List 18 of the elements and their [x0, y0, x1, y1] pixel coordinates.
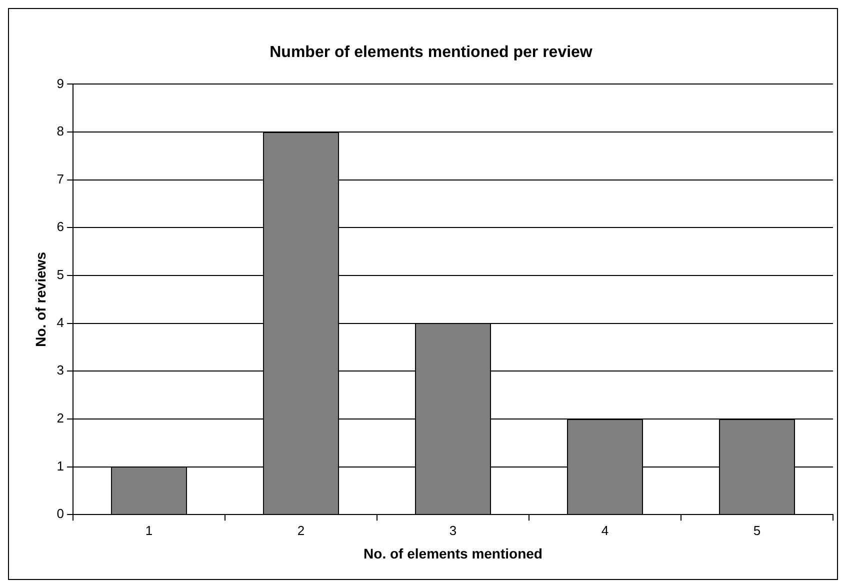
y-tick-label: 6: [56, 219, 64, 234]
y-tick-label: 4: [56, 314, 64, 330]
y-axis-title: No. of reviews: [32, 252, 48, 347]
x-tick-label: 4: [601, 522, 609, 538]
y-tick-label: 1: [56, 458, 64, 474]
y-tick-label: 7: [56, 171, 64, 186]
x-axis-title: No. of elements mentioned: [364, 545, 542, 562]
x-tick-label: 3: [449, 522, 457, 538]
y-tick-label: 8: [56, 124, 64, 139]
y-tick-label: 9: [56, 76, 64, 91]
x-tick-label: 2: [297, 522, 305, 538]
x-tick-label: 5: [753, 522, 761, 538]
x-tick-label: 1: [145, 522, 153, 538]
chart-title: Number of elements mentioned per review: [270, 44, 593, 62]
y-tick-label: 2: [56, 410, 64, 426]
y-tick-label: 3: [56, 362, 64, 378]
y-tick-label: 5: [56, 267, 64, 282]
y-tick-label: 0: [56, 506, 64, 522]
